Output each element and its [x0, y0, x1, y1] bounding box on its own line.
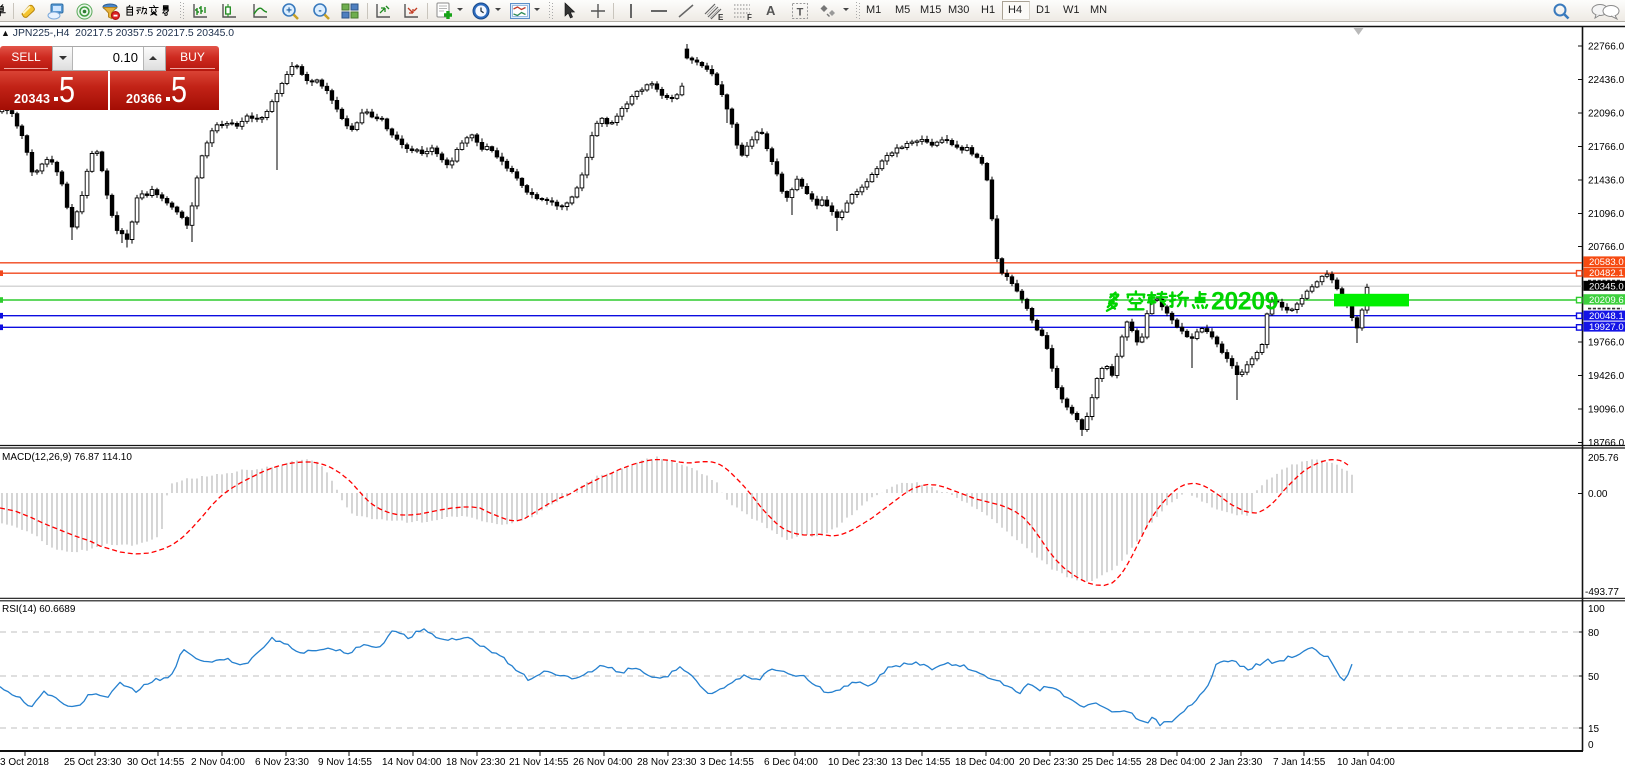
svg-text:E: E	[718, 13, 724, 21]
svg-text:14 Nov 04:00: 14 Nov 04:00	[382, 757, 442, 768]
svg-text:2 Nov 04:00: 2 Nov 04:00	[191, 757, 245, 768]
svg-text:80: 80	[1588, 628, 1600, 639]
svg-text:6 Dec 04:00: 6 Dec 04:00	[764, 757, 818, 768]
svg-text:30 Oct 14:55: 30 Oct 14:55	[127, 757, 185, 768]
svg-text:15: 15	[1588, 724, 1600, 735]
svg-text:22436.0: 22436.0	[1588, 75, 1625, 86]
svg-text:28 Nov 23:30: 28 Nov 23:30	[637, 757, 697, 768]
svg-text:20048.1: 20048.1	[1589, 311, 1624, 322]
svg-text:-493.77: -493.77	[1585, 587, 1619, 598]
svg-text:-: -	[318, 6, 321, 17]
svg-text:20345.0: 20345.0	[1589, 281, 1624, 292]
svg-text:28 Dec 04:00: 28 Dec 04:00	[1146, 757, 1206, 768]
svg-text:18766.0: 18766.0	[1588, 438, 1625, 449]
svg-text:26 Nov 04:00: 26 Nov 04:00	[573, 757, 633, 768]
svg-text:3 Dec 14:55: 3 Dec 14:55	[700, 757, 754, 768]
svg-text:0: 0	[1588, 740, 1594, 751]
svg-text:22766.0: 22766.0	[1588, 42, 1625, 53]
svg-text:20482.1: 20482.1	[1589, 268, 1624, 279]
svg-text:205.76: 205.76	[1588, 453, 1619, 464]
svg-text:T: T	[797, 7, 804, 19]
svg-text:25 Dec 14:55: 25 Dec 14:55	[1082, 757, 1142, 768]
svg-text:3 Oct 2018: 3 Oct 2018	[0, 757, 49, 768]
svg-text:22096.0: 22096.0	[1588, 109, 1625, 120]
svg-text:20766.0: 20766.0	[1588, 242, 1625, 253]
svg-text:21436.0: 21436.0	[1588, 176, 1625, 187]
svg-text:18 Dec 04:00: 18 Dec 04:00	[955, 757, 1015, 768]
svg-text:50: 50	[1588, 672, 1600, 683]
svg-text:21096.0: 21096.0	[1588, 209, 1625, 220]
svg-text:19927.0: 19927.0	[1589, 322, 1624, 333]
svg-text:20 Dec 23:30: 20 Dec 23:30	[1019, 757, 1079, 768]
svg-text:10 Jan 04:00: 10 Jan 04:00	[1337, 757, 1395, 768]
svg-text:F: F	[747, 13, 752, 21]
svg-text:0.00: 0.00	[1588, 489, 1608, 500]
svg-text:9 Nov 14:55: 9 Nov 14:55	[318, 757, 372, 768]
svg-text:20209.6: 20209.6	[1589, 295, 1624, 306]
svg-text:19426.0: 19426.0	[1588, 371, 1625, 382]
svg-text:6 Nov 23:30: 6 Nov 23:30	[255, 757, 309, 768]
svg-text:21766.0: 21766.0	[1588, 142, 1625, 153]
svg-text:20209: 20209	[1211, 288, 1278, 316]
svg-text:25 Oct 23:30: 25 Oct 23:30	[64, 757, 122, 768]
svg-text:MACD(12,26,9) 76.87 114.10: MACD(12,26,9) 76.87 114.10	[2, 452, 132, 463]
svg-text:19766.0: 19766.0	[1588, 338, 1625, 349]
svg-text:7 Jan 14:55: 7 Jan 14:55	[1273, 757, 1326, 768]
svg-text:10 Dec 23:30: 10 Dec 23:30	[828, 757, 888, 768]
svg-text:13 Dec 14:55: 13 Dec 14:55	[891, 757, 951, 768]
svg-text:+: +	[286, 6, 292, 17]
svg-text:21 Nov 14:55: 21 Nov 14:55	[509, 757, 569, 768]
svg-text:2 Jan 23:30: 2 Jan 23:30	[1210, 757, 1263, 768]
svg-text:RSI(14) 60.6689: RSI(14) 60.6689	[2, 604, 76, 615]
svg-text:20583.0: 20583.0	[1589, 257, 1624, 268]
svg-text:19096.0: 19096.0	[1588, 405, 1625, 416]
svg-text:100: 100	[1588, 604, 1605, 615]
svg-text:18 Nov 23:30: 18 Nov 23:30	[446, 757, 506, 768]
